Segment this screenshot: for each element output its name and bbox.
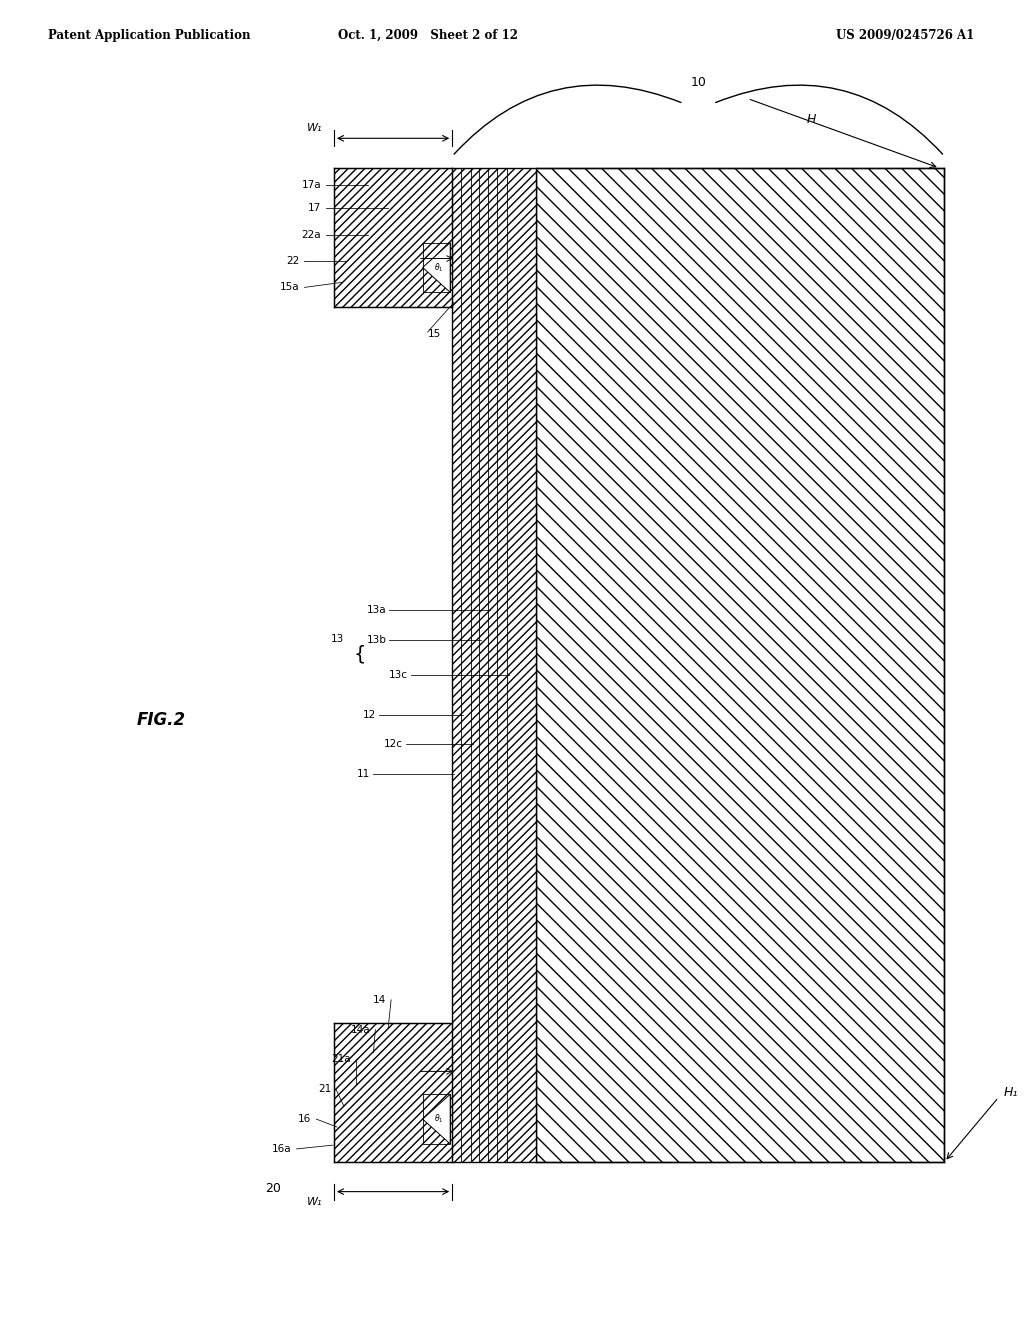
Text: $\theta_1$: $\theta_1$ (434, 261, 444, 273)
Text: 13a: 13a (367, 606, 386, 615)
Text: 22: 22 (287, 256, 300, 265)
Text: 11: 11 (357, 770, 371, 779)
Text: 12: 12 (364, 710, 377, 719)
Text: 13b: 13b (367, 635, 386, 645)
Bar (334, 168, 453, 308)
Text: W₁: W₁ (307, 1197, 323, 1206)
Text: 12c: 12c (384, 739, 403, 750)
Text: 17: 17 (308, 203, 322, 213)
Text: US 2009/0245726 A1: US 2009/0245726 A1 (836, 29, 974, 42)
Bar (423, 243, 451, 292)
Bar (423, 1094, 451, 1144)
Text: 13: 13 (331, 634, 344, 644)
Text: W₁: W₁ (307, 123, 323, 133)
Text: 16: 16 (298, 1114, 311, 1125)
Bar (536, 168, 944, 1162)
Text: H₁: H₁ (1004, 1086, 1018, 1098)
Text: 17a: 17a (302, 180, 322, 190)
Text: FIG.2: FIG.2 (137, 710, 186, 729)
Text: 22a: 22a (302, 230, 322, 240)
Text: 10: 10 (690, 75, 707, 88)
Bar (334, 1023, 453, 1162)
Text: 21: 21 (317, 1084, 331, 1094)
Text: 16a: 16a (272, 1144, 292, 1154)
Text: Oct. 1, 2009   Sheet 2 of 12: Oct. 1, 2009 Sheet 2 of 12 (338, 29, 517, 42)
Text: 15a: 15a (280, 282, 300, 292)
Text: 13c: 13c (389, 671, 408, 680)
Bar (453, 168, 536, 1162)
Text: 21a: 21a (331, 1055, 351, 1064)
Text: 15: 15 (428, 329, 440, 339)
Text: Patent Application Publication: Patent Application Publication (48, 29, 251, 42)
Text: 14: 14 (373, 995, 386, 1005)
Text: {: { (353, 644, 366, 663)
Polygon shape (423, 1094, 451, 1144)
Text: 20: 20 (265, 1181, 281, 1195)
Text: $\theta_1$: $\theta_1$ (434, 1113, 444, 1126)
Polygon shape (423, 243, 451, 292)
Text: H: H (807, 114, 816, 127)
Text: 14a: 14a (351, 1024, 371, 1035)
